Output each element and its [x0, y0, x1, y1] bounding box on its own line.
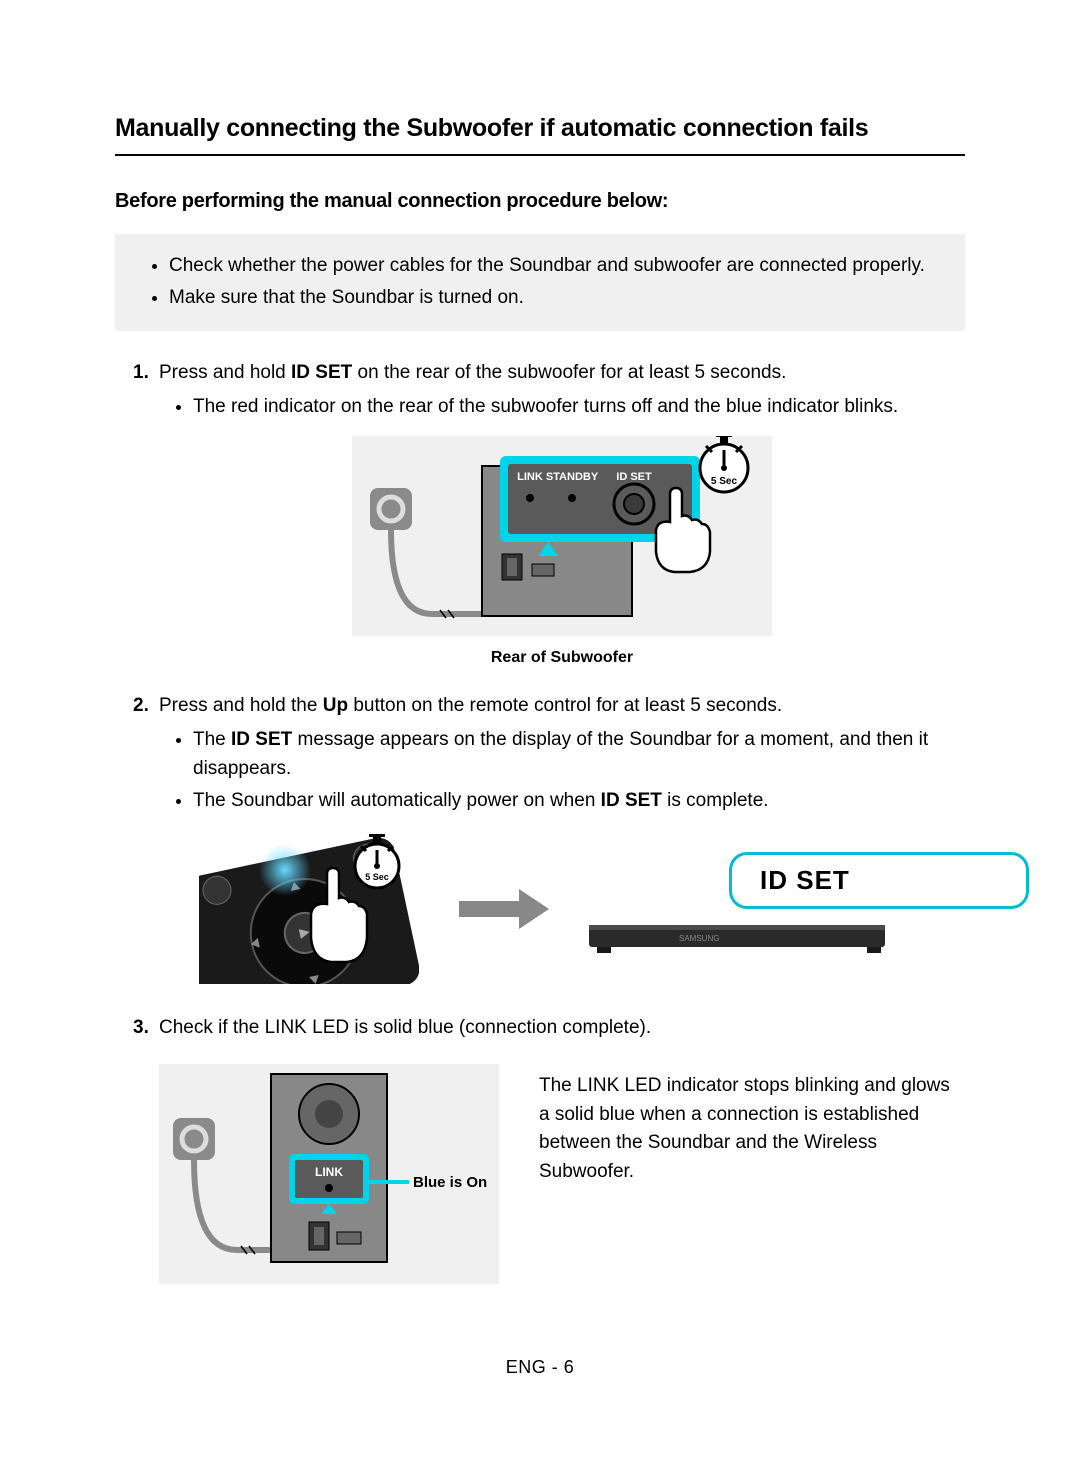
- svg-text:Blue is On: Blue is On: [413, 1174, 487, 1191]
- step-number: 3.: [133, 1014, 149, 1043]
- figure-3: LINK Blue is On: [159, 1064, 499, 1284]
- step3-side-text: The LINK LED indicator stops blinking an…: [539, 1072, 965, 1186]
- step-text: Check if the LINK LED is solid blue (con…: [159, 1017, 651, 1038]
- precheck-item: Make sure that the Soundbar is turned on…: [169, 284, 945, 313]
- step-bullet: The Soundbar will automatically power on…: [193, 787, 965, 816]
- figure-1: LINK STANDBY ID SET: [159, 436, 965, 636]
- precheck-item: Check whether the power cables for the S…: [169, 252, 945, 281]
- step-3: 3. Check if the LINK LED is solid blue (…: [133, 1014, 965, 1284]
- step-number: 1.: [133, 359, 149, 388]
- svg-text:SAMSUNG: SAMSUNG: [679, 934, 719, 943]
- step-2: 2. Press and hold the Up button on the r…: [133, 692, 965, 984]
- svg-text:ID SET: ID SET: [616, 471, 652, 483]
- step-1: 1. Press and hold ID SET on the rear of …: [133, 359, 965, 670]
- step-number: 2.: [133, 692, 149, 721]
- precheck-callout: Check whether the power cables for the S…: [115, 234, 965, 331]
- svg-text:LINK: LINK: [315, 1165, 343, 1179]
- svg-text:5 Sec: 5 Sec: [711, 476, 738, 487]
- svg-text:STANDBY: STANDBY: [546, 471, 599, 483]
- svg-text:5 Sec: 5 Sec: [365, 872, 389, 882]
- figure-1-caption: Rear of Subwoofer: [159, 646, 965, 670]
- steps-list: 1. Press and hold ID SET on the rear of …: [115, 359, 965, 1284]
- arrow-icon: [459, 889, 549, 929]
- idset-badge: ID SET: [729, 852, 1029, 909]
- step-text: Press and hold the Up button on the remo…: [159, 695, 782, 716]
- svg-text:LINK: LINK: [517, 471, 543, 483]
- step-bullet: The red indicator on the rear of the sub…: [193, 393, 965, 422]
- page-footer: ENG - 6: [115, 1354, 965, 1381]
- figure-2: 5 Sec ID SET SAMSUNG: [199, 834, 965, 984]
- subheading: Before performing the manual connection …: [115, 186, 965, 216]
- step-text: Press and hold ID SET on the rear of the…: [159, 362, 786, 383]
- page-title: Manually connecting the Subwoofer if aut…: [115, 110, 965, 156]
- step-bullet: The ID SET message appears on the displa…: [193, 726, 965, 783]
